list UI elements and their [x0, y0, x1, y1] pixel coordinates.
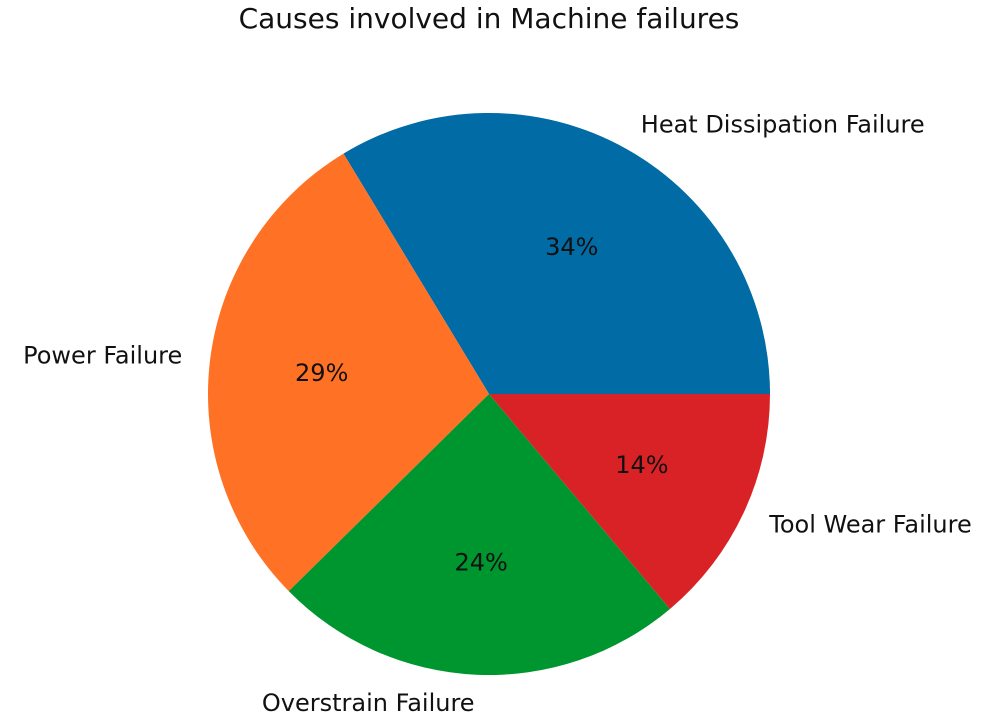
pie-slice-tool-wear-failure [489, 394, 770, 609]
pie-label-power-failure: Power Failure [23, 342, 182, 370]
pie-slice-overstrain-failure [288, 394, 670, 675]
pie-percent-power-failure: 29% [295, 359, 348, 387]
chart-title: Causes involved in Machine failures [239, 2, 740, 35]
pie-labels: 34% Heat Dissipation Failure 29% Power Fail… [23, 111, 972, 717]
pie-slice-heat-dissipation-failure [343, 112, 771, 394]
pie-slice-power-failure [207, 153, 489, 592]
pie-slices [207, 112, 771, 675]
pie-percent-tool-wear-failure: 14% [615, 451, 668, 479]
pie-label-overstrain-failure: Overstrain Failure [262, 689, 475, 717]
pie-percent-heat-dissipation-failure: 34% [545, 233, 598, 261]
pie-percent-overstrain-failure: 24% [454, 548, 507, 576]
pie-label-heat-dissipation-failure: Heat Dissipation Failure [641, 111, 925, 139]
pie-label-tool-wear-failure: Tool Wear Failure [768, 510, 972, 538]
